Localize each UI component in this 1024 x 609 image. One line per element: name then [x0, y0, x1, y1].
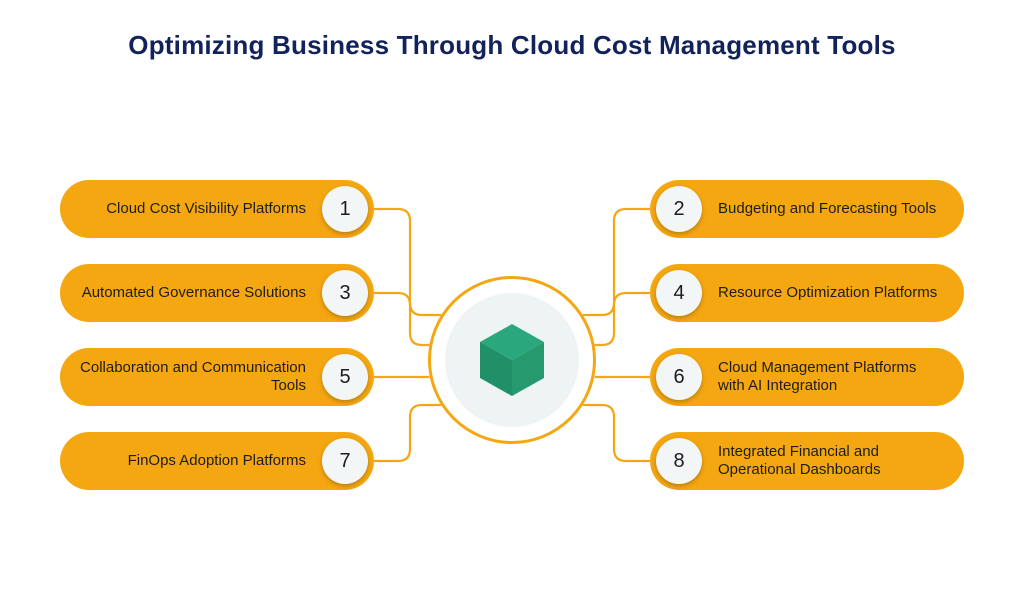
left-pill-3: Automated Governance Solutions 3: [60, 264, 374, 322]
pill-number-badge: 3: [322, 270, 368, 316]
pill-label: Cloud Cost Visibility Platforms: [60, 200, 316, 218]
pill-label: Budgeting and Forecasting Tools: [708, 200, 964, 218]
pill-number-badge: 6: [656, 354, 702, 400]
pill-number-badge: 7: [322, 438, 368, 484]
pill-label: Automated Governance Solutions: [60, 284, 316, 302]
pill-number-badge: 5: [322, 354, 368, 400]
right-pill-8: 8Integrated Financial and Operational Da…: [650, 432, 964, 490]
connector-3: [374, 293, 429, 345]
pill-number-badge: 8: [656, 438, 702, 484]
left-pill-5: Collaboration and Communication Tools5: [60, 348, 374, 406]
pill-number-badge: 4: [656, 270, 702, 316]
left-pill-7: FinOps Adoption Platforms 7: [60, 432, 374, 490]
cube-icon: [476, 320, 548, 400]
connector-7: [374, 405, 441, 461]
pill-number-badge: 1: [322, 186, 368, 232]
right-pill-6: 6Cloud Management Platforms with AI Inte…: [650, 348, 964, 406]
pill-number-badge: 2: [656, 186, 702, 232]
pill-label: Cloud Management Platforms with AI Integ…: [708, 359, 964, 395]
right-pill-4: 4 Resource Optimization Platforms: [650, 264, 964, 322]
hub-ring: [428, 276, 596, 444]
pill-label: Integrated Financial and Operational Das…: [708, 443, 964, 479]
connector-4: [595, 293, 650, 345]
right-pill-2: 2 Budgeting and Forecasting Tools: [650, 180, 964, 238]
connector-2: [583, 209, 650, 315]
pill-label: FinOps Adoption Platforms: [60, 452, 316, 470]
pill-label: Collaboration and Communication Tools: [60, 359, 316, 395]
diagram-stage: Cloud Cost Visibility Platforms 1 Automate…: [0, 0, 1024, 609]
connector-1: [374, 209, 441, 315]
left-pill-1: Cloud Cost Visibility Platforms 1: [60, 180, 374, 238]
pill-label: Resource Optimization Platforms: [708, 284, 964, 302]
hub-inner: [445, 293, 579, 427]
connector-8: [583, 405, 650, 461]
